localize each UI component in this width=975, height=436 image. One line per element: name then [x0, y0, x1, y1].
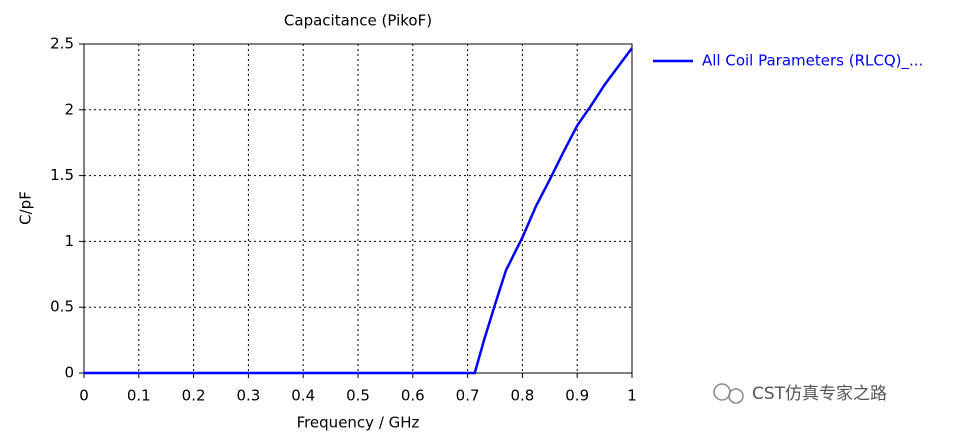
- y-tick-label: 1: [64, 232, 74, 250]
- x-tick-label: 0: [79, 387, 89, 405]
- y-tick-label: 1.5: [50, 166, 74, 184]
- y-axis-label: C/pF: [17, 191, 35, 225]
- data-line: [84, 47, 634, 375]
- x-tick-label: 0.7: [456, 387, 480, 405]
- y-tick-label: 0: [64, 364, 74, 382]
- x-axis-label: Frequency / GHz: [297, 414, 420, 432]
- y-tick-label: 2: [64, 100, 74, 118]
- x-tick-label: 0.3: [236, 387, 260, 405]
- chart-title: Capacitance (PikoF): [284, 12, 432, 30]
- x-tick-label: 0.5: [346, 387, 370, 405]
- x-tick-label: 0.4: [291, 387, 315, 405]
- x-tick-label: 1: [627, 387, 637, 405]
- x-tick-label: 0.6: [401, 387, 425, 405]
- x-tick-label: 0.9: [565, 387, 589, 405]
- watermark-icon: [713, 383, 744, 404]
- plot-area: [84, 44, 632, 373]
- legend-label: All Coil Parameters (RLCQ)_...: [702, 52, 923, 71]
- x-tick-label: 0.2: [182, 387, 206, 405]
- x-tick-label: 0.1: [127, 387, 151, 405]
- watermark: CST仿真专家之路: [752, 384, 887, 404]
- x-tick-label: 0.8: [510, 387, 534, 405]
- y-tick-label: 2.5: [50, 35, 74, 53]
- y-tick-label: 0.5: [50, 298, 74, 316]
